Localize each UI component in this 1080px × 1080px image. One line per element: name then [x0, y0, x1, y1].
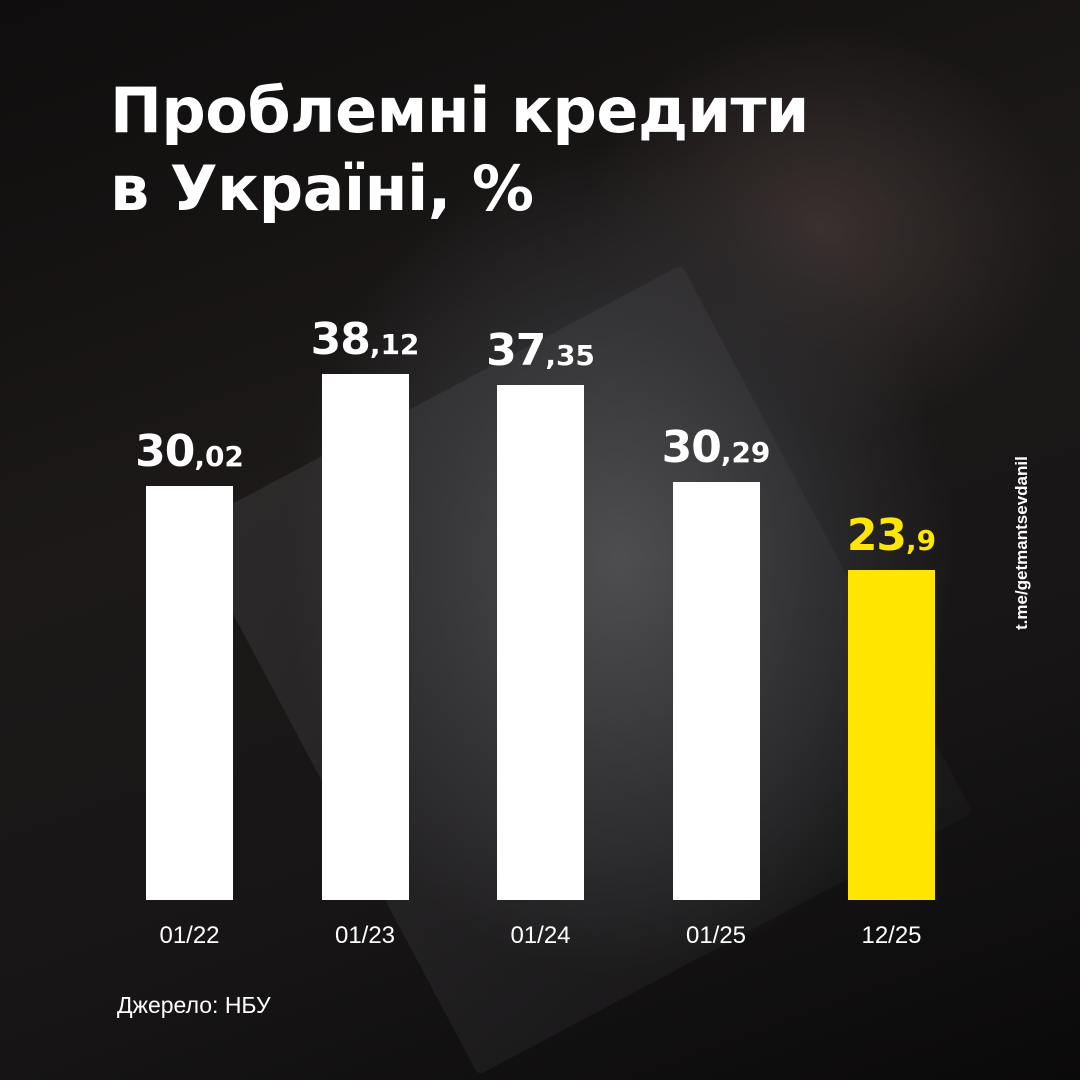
bar-01-23 [321, 373, 409, 900]
x-axis-label: 01/24 [510, 922, 571, 949]
value-integer: 30 [135, 425, 195, 477]
value-decimal: ,29 [720, 435, 771, 469]
telegram-watermark: t.me/getmantsevdanil [1012, 456, 1031, 630]
bar-01-25 [672, 481, 760, 900]
source-note: Джерело: НБУ [117, 992, 271, 1018]
chart-title-line-2: в Україні, % [110, 152, 534, 225]
bar-12-25 [848, 570, 935, 900]
value-integer: 38 [310, 313, 371, 365]
value-decimal: ,02 [194, 439, 244, 473]
bar-value-label: 38,12 [285, 317, 445, 367]
chart-title-line-1: Проблемні кредити [110, 74, 809, 147]
chart-title: Проблемні кредити в Україні, % [110, 72, 809, 228]
value-decimal: ,12 [369, 327, 420, 361]
value-integer: 30 [661, 421, 722, 473]
value-decimal: ,35 [545, 338, 595, 372]
bar-value-label: 30,29 [636, 425, 796, 475]
bar-01-24 [497, 384, 584, 900]
bar-value-label: 23,9 [812, 514, 972, 563]
bar-value-label: 37,35 [461, 328, 621, 378]
value-integer: 23 [846, 510, 907, 562]
x-axis-label: 12/25 [861, 922, 922, 949]
x-axis-label: 01/22 [159, 922, 220, 949]
x-axis-label: 01/23 [334, 922, 396, 949]
bar-01-22 [146, 485, 233, 900]
bar-value-label: 30,02 [110, 429, 270, 479]
value-integer: 37 [486, 324, 546, 376]
x-axis-label: 01/25 [685, 922, 747, 949]
value-decimal: ,9 [906, 524, 937, 558]
